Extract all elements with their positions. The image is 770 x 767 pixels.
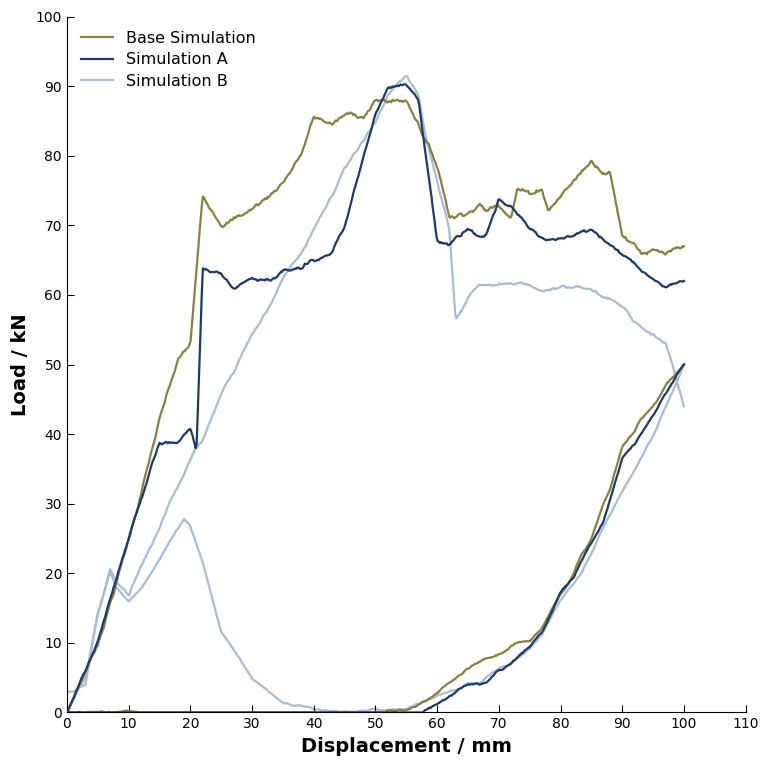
Base Simulation — [341, 109, 350, 118]
Simulation B — [679, 402, 688, 411]
Base Simulation — [475, 199, 484, 209]
Line: Simulation A: Simulation A — [67, 84, 684, 713]
Base Simulation — [427, 148, 436, 157]
Simulation A — [221, 275, 230, 284]
Simulation A — [475, 232, 484, 242]
Base Simulation — [62, 708, 72, 717]
Simulation A — [172, 438, 181, 447]
Base Simulation — [172, 361, 181, 370]
Simulation B — [221, 380, 230, 390]
Simulation A — [400, 80, 410, 89]
Legend: Base Simulation, Simulation A, Simulation B: Base Simulation, Simulation A, Simulatio… — [75, 25, 262, 95]
Base Simulation — [221, 220, 230, 229]
Line: Simulation B: Simulation B — [67, 76, 684, 713]
Simulation A — [427, 193, 436, 202]
Base Simulation — [379, 94, 388, 104]
Base Simulation — [528, 189, 537, 198]
Simulation B — [401, 71, 410, 81]
Simulation B — [172, 486, 181, 495]
Simulation B — [528, 282, 537, 291]
X-axis label: Displacement / mm: Displacement / mm — [301, 737, 512, 756]
Simulation B — [427, 155, 436, 164]
Simulation B — [341, 163, 350, 172]
Simulation A — [341, 217, 350, 226]
Simulation B — [475, 280, 484, 289]
Y-axis label: Load / kN: Load / kN — [11, 313, 30, 416]
Simulation A — [528, 225, 537, 234]
Line: Base Simulation: Base Simulation — [67, 99, 684, 713]
Simulation A — [679, 276, 688, 285]
Simulation B — [62, 708, 72, 717]
Base Simulation — [679, 242, 688, 251]
Simulation A — [62, 708, 72, 717]
